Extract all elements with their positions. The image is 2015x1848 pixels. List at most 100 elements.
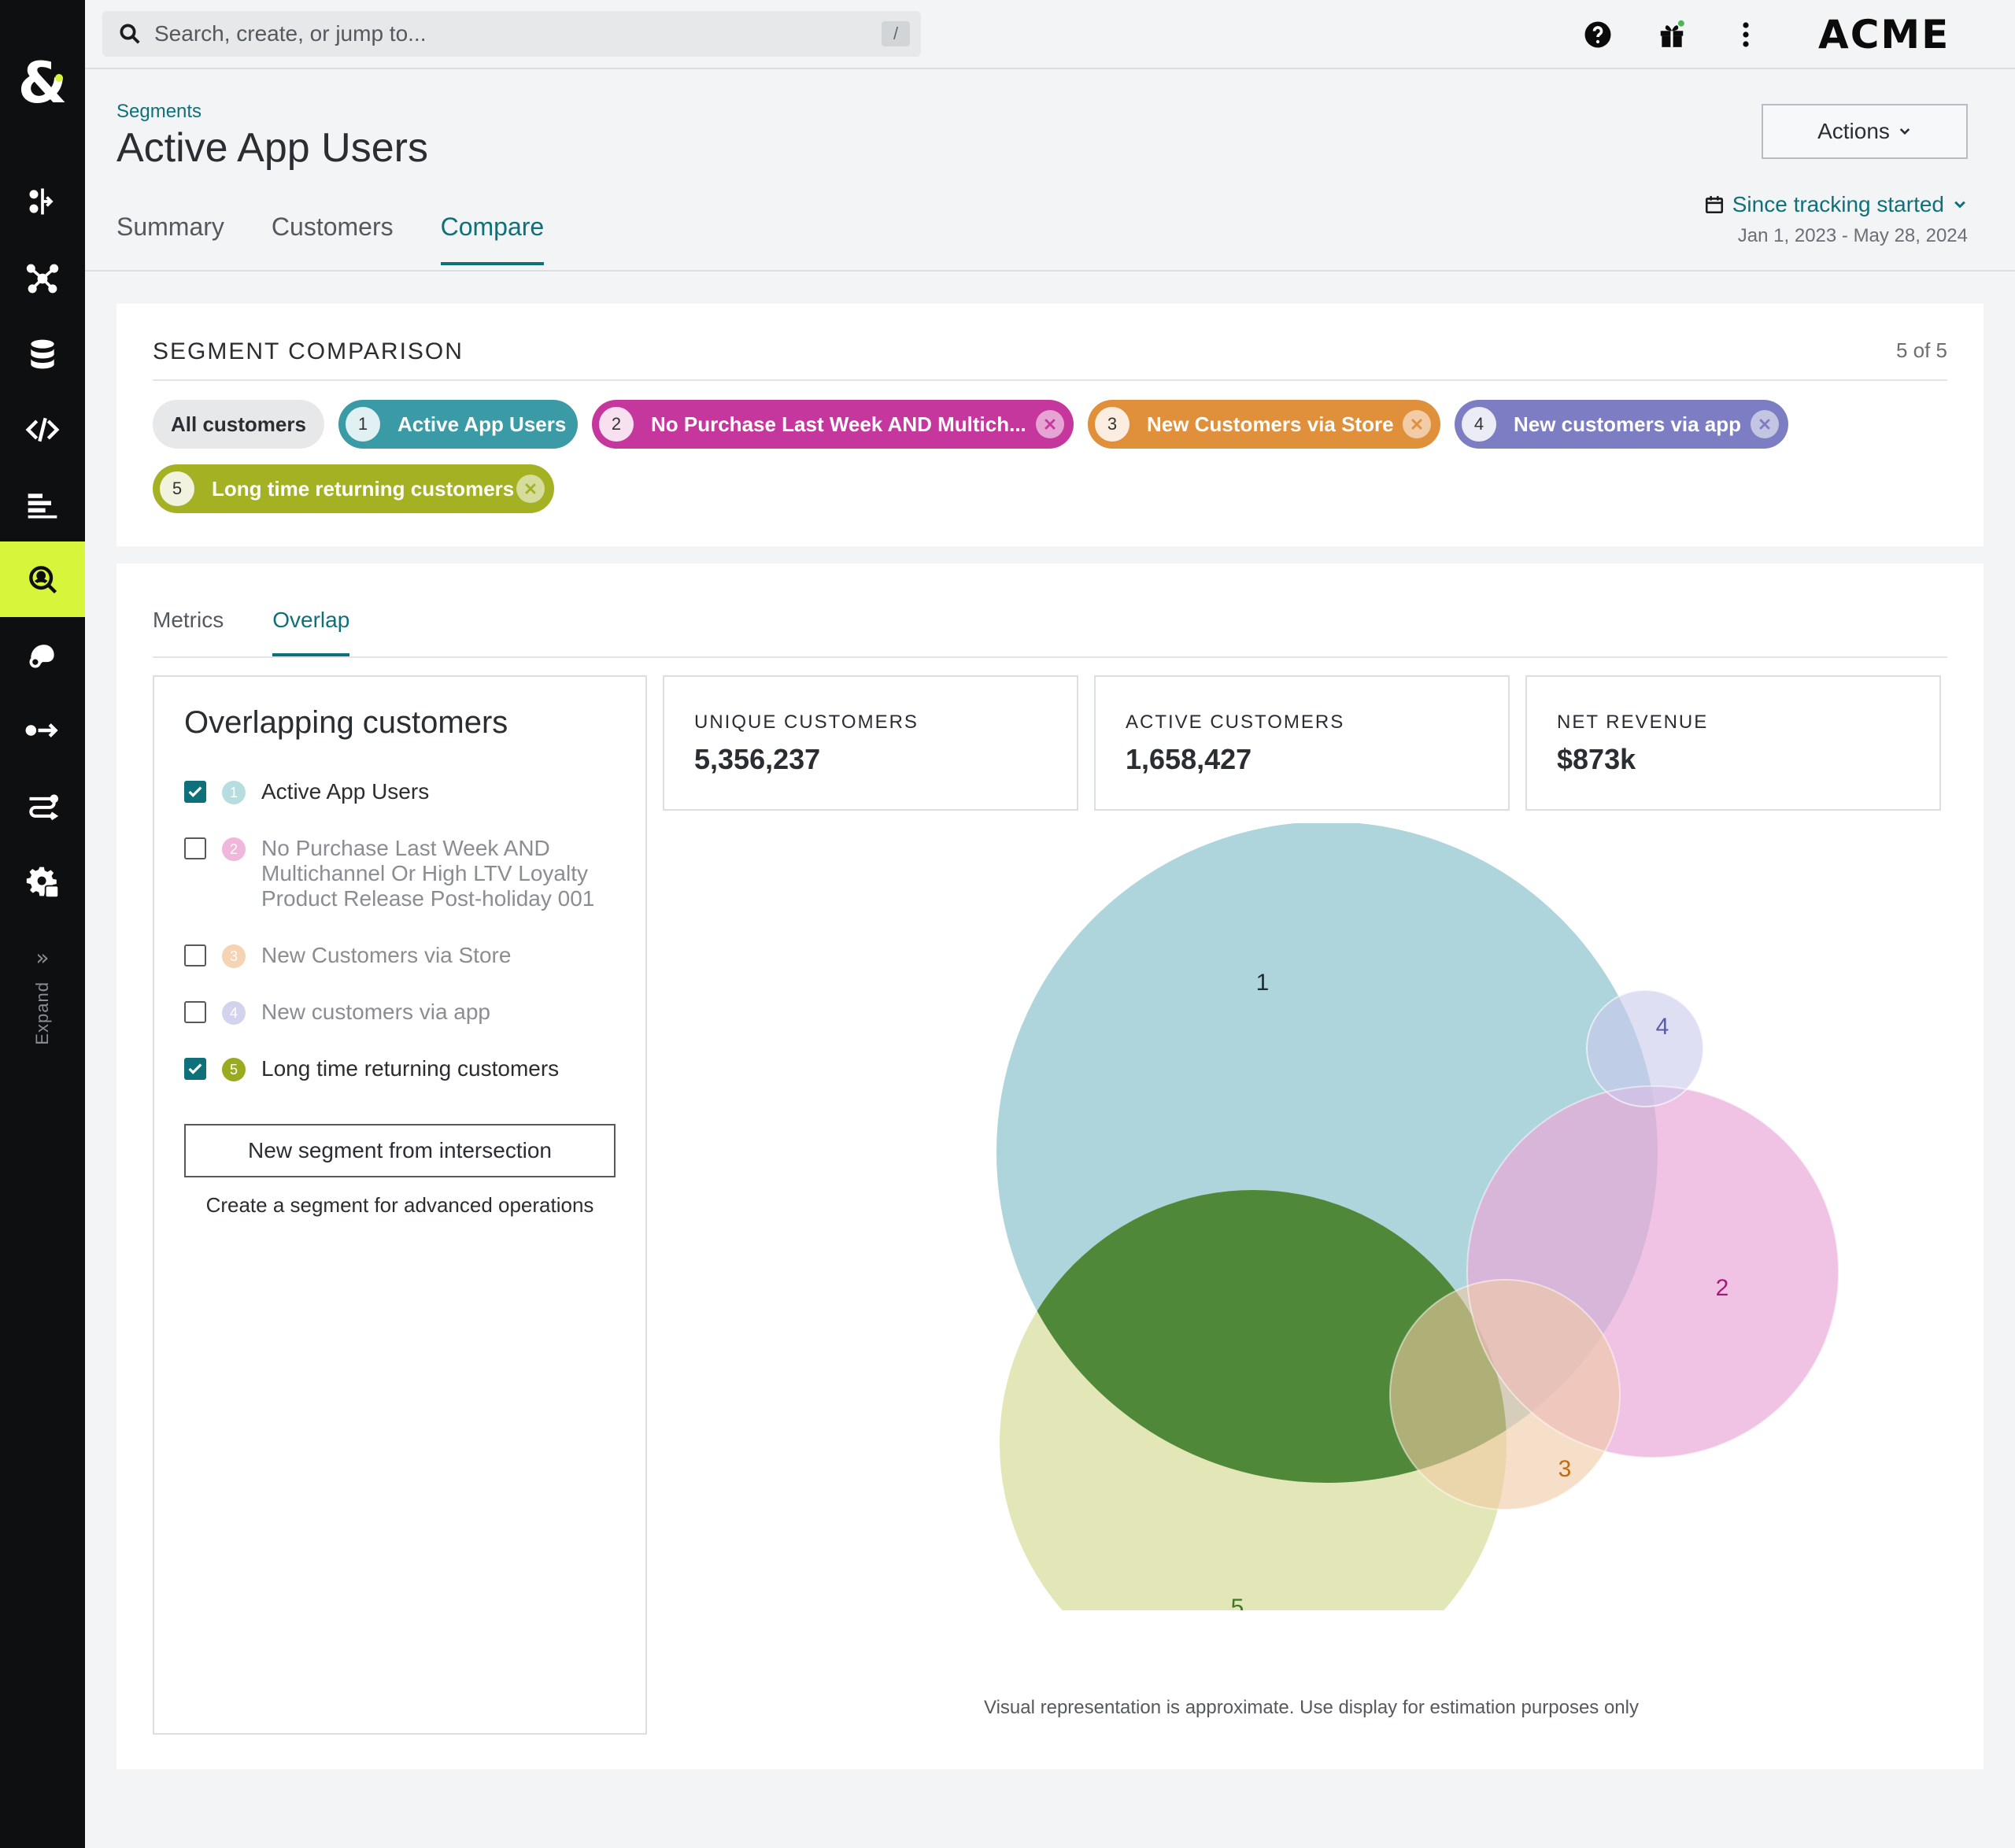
venn-outline-4 — [1586, 989, 1704, 1107]
more-menu-button[interactable] — [1728, 17, 1763, 52]
chip-label: Active App Users — [397, 412, 567, 436]
app-logo[interactable]: & — [0, 47, 85, 118]
remove-chip-button[interactable] — [516, 475, 545, 503]
nav-code[interactable] — [0, 392, 85, 468]
venn-circle-3[interactable] — [1390, 1280, 1620, 1510]
segment-number-badge: 5 — [222, 1058, 246, 1081]
actions-label: Actions — [1817, 119, 1890, 143]
nav-campaign[interactable] — [0, 617, 85, 693]
logo-dot — [55, 74, 63, 82]
stat-value: $873k — [1557, 743, 1636, 775]
search-icon — [120, 24, 140, 44]
venn-disclaimer: Visual representation is approximate. Us… — [984, 1697, 1639, 1718]
stat-active-customers: ACTIVE CUSTOMERS 1,658,427 — [1094, 675, 1510, 811]
segment-number-badge: 3 — [222, 944, 246, 968]
segment-comparison-card: SEGMENT COMPARISON 5 of 5 All customers … — [116, 304, 1984, 546]
date-range-picker[interactable]: Since tracking started — [1704, 192, 1968, 217]
tab-compare[interactable]: Compare — [440, 213, 545, 265]
chip-number: 3 — [1095, 407, 1130, 442]
chip-segment-1[interactable]: 1 Active App Users — [338, 400, 578, 449]
segments-icon — [29, 566, 57, 594]
legend-item-5[interactable]: 5 Long time returning customers — [184, 1056, 623, 1081]
venn-label-4: 4 — [1656, 1014, 1669, 1040]
segment-number-badge: 2 — [222, 837, 246, 861]
overlap-venn-diagram: 1 2 3 4 5 — [996, 823, 1839, 1610]
segment-checkbox[interactable] — [184, 837, 206, 859]
legend-label: New customers via app — [261, 1000, 491, 1024]
tab-overlap[interactable]: Overlap — [272, 608, 350, 656]
chip-number: 1 — [346, 407, 380, 442]
nav-database[interactable] — [0, 316, 85, 392]
remove-chip-button[interactable] — [1036, 410, 1064, 438]
close-icon — [1411, 419, 1422, 430]
chip-all-customers[interactable]: All customers — [153, 400, 324, 449]
actions-button[interactable]: Actions — [1762, 104, 1968, 159]
flow-icon — [29, 188, 54, 215]
expand-toggle[interactable]: » Expand — [0, 944, 85, 1045]
chip-segment-3[interactable]: 3 New Customers via Store — [1088, 400, 1440, 449]
segment-checkbox[interactable] — [184, 944, 206, 967]
campaign-icon — [29, 645, 54, 668]
search-shortcut-key: / — [882, 21, 910, 46]
help-button[interactable] — [1581, 17, 1615, 52]
chip-segment-2[interactable]: 2 No Purchase Last Week AND Multich... — [592, 400, 1074, 449]
venn-circle-4[interactable] — [1587, 990, 1703, 1107]
header-divider — [85, 270, 2015, 272]
remove-chip-button[interactable] — [1403, 410, 1431, 438]
tab-metrics[interactable]: Metrics — [153, 608, 224, 632]
segment-checkbox[interactable] — [184, 1001, 206, 1023]
tab-summary[interactable]: Summary — [116, 213, 224, 241]
settings-icon — [26, 867, 60, 899]
segment-comparison-title: SEGMENT COMPARISON — [153, 338, 464, 364]
chip-number: 2 — [599, 407, 634, 442]
chip-segment-5[interactable]: 5 Long time returning customers — [153, 464, 554, 513]
segment-count: 5 of 5 — [1895, 338, 1947, 362]
chip-number: 5 — [160, 471, 194, 506]
legend-item-1[interactable]: 1 Active App Users — [184, 779, 623, 804]
tabs-divider — [153, 656, 1947, 658]
legend-item-2[interactable]: 2 No Purchase Last Week AND Multichannel… — [184, 836, 623, 911]
analysis-tabs: Metrics Overlap — [153, 608, 350, 656]
nav-settings[interactable] — [0, 844, 85, 919]
more-vertical-icon — [1743, 22, 1749, 47]
chip-segment-4[interactable]: 4 New customers via app — [1455, 400, 1788, 449]
segment-checkbox[interactable] — [184, 1058, 206, 1080]
expand-label: Expand — [32, 981, 52, 1045]
venn-label-1: 1 — [1256, 970, 1270, 996]
page-title: Active App Users — [116, 125, 428, 171]
nav-destination[interactable] — [0, 693, 85, 768]
legend-item-4[interactable]: 4 New customers via app — [184, 1000, 623, 1025]
nav-flow[interactable] — [0, 164, 85, 239]
nav-report[interactable] — [0, 468, 85, 543]
network-icon — [26, 264, 59, 294]
database-icon — [31, 339, 54, 369]
chevron-down-icon — [1954, 201, 1965, 209]
stat-unique-customers: UNIQUE CUSTOMERS 5,356,237 — [663, 675, 1078, 811]
chip-label: Long time returning customers — [212, 476, 515, 501]
gift-icon — [1660, 20, 1684, 47]
double-chevron-right-icon: » — [35, 944, 50, 970]
breadcrumb[interactable]: Segments — [116, 101, 202, 122]
segment-number-badge: 1 — [222, 781, 246, 804]
account-brand[interactable]: ACME — [1818, 12, 1950, 57]
chip-label: No Purchase Last Week AND Multich... — [651, 412, 1026, 436]
legend-item-3[interactable]: 3 New Customers via Store — [184, 943, 623, 968]
new-segment-from-intersection-button[interactable]: New segment from intersection — [184, 1124, 616, 1177]
overlapping-customers-panel: Overlapping customers 1 Active App Users… — [153, 675, 647, 1735]
chevron-down-icon — [1899, 128, 1910, 135]
stat-label: NET REVENUE — [1557, 711, 1709, 733]
search-input[interactable]: Search, create, or jump to... / — [102, 11, 921, 57]
destination-icon — [25, 723, 58, 737]
legend-label: Active App Users — [261, 779, 430, 804]
nav-integration[interactable] — [0, 768, 85, 844]
whats-new-button[interactable] — [1655, 17, 1689, 52]
chip-label: New Customers via Store — [1147, 412, 1394, 436]
stat-value: 5,356,237 — [694, 743, 821, 775]
overlap-card: Metrics Overlap Overlapping customers 1 … — [116, 564, 1984, 1769]
remove-chip-button[interactable] — [1751, 410, 1779, 438]
nav-network[interactable] — [0, 241, 85, 316]
nav-segments[interactable] — [0, 541, 85, 617]
code-icon — [25, 417, 60, 442]
segment-checkbox[interactable] — [184, 781, 206, 803]
tab-customers[interactable]: Customers — [271, 213, 394, 241]
